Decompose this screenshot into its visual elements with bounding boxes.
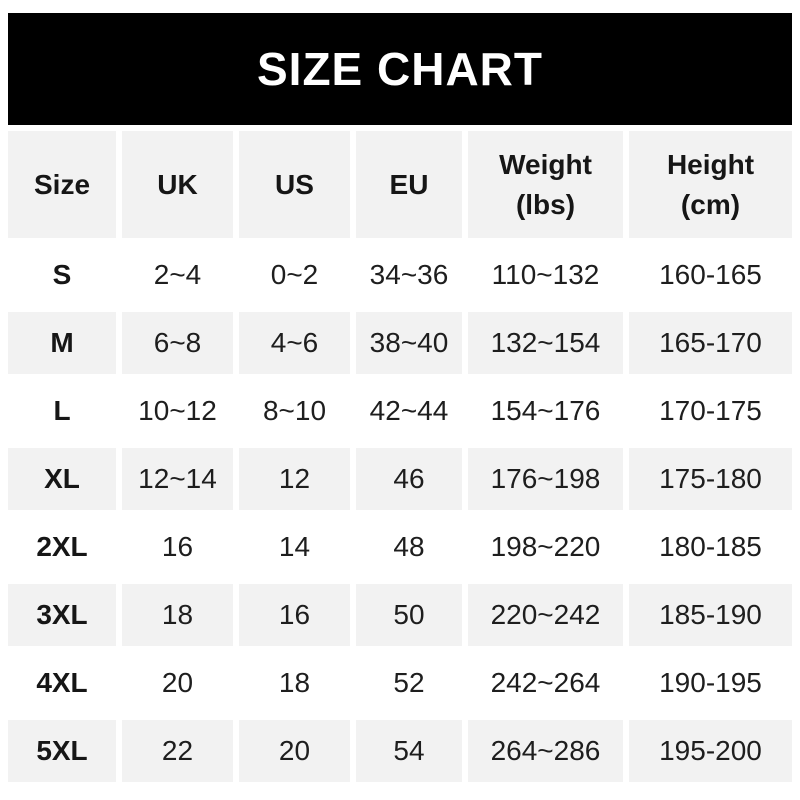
table-cell-size: 3XL bbox=[8, 584, 116, 646]
table-cell-eu: 38~40 bbox=[356, 312, 462, 374]
table-cell-height: 175-180 bbox=[629, 448, 792, 510]
header-cell-weight: Weight (lbs) bbox=[468, 131, 623, 238]
table-cell-weight: 220~242 bbox=[468, 584, 623, 646]
table-cell-height: 195-200 bbox=[629, 720, 792, 782]
table-cell-weight: 132~154 bbox=[468, 312, 623, 374]
table-cell-us: 20 bbox=[239, 720, 350, 782]
table-cell-weight: 242~264 bbox=[468, 652, 623, 714]
table-cell-uk: 6~8 bbox=[122, 312, 233, 374]
table-cell-us: 8~10 bbox=[239, 380, 350, 442]
table-cell-size: L bbox=[8, 380, 116, 442]
table-cell-eu: 34~36 bbox=[356, 244, 462, 306]
table-cell-height: 190-195 bbox=[629, 652, 792, 714]
table-cell-height: 180-185 bbox=[629, 516, 792, 578]
table-cell-weight: 264~286 bbox=[468, 720, 623, 782]
table-cell-weight: 154~176 bbox=[468, 380, 623, 442]
size-chart-table: Size UK US EU Weight (lbs) Height (cm) S… bbox=[8, 131, 792, 782]
table-cell-us: 0~2 bbox=[239, 244, 350, 306]
table-cell-eu: 48 bbox=[356, 516, 462, 578]
table-cell-us: 16 bbox=[239, 584, 350, 646]
header-cell-size: Size bbox=[8, 131, 116, 238]
table-cell-eu: 52 bbox=[356, 652, 462, 714]
table-cell-weight: 110~132 bbox=[468, 244, 623, 306]
header-cell-us: US bbox=[239, 131, 350, 238]
table-cell-uk: 18 bbox=[122, 584, 233, 646]
table-cell-size: XL bbox=[8, 448, 116, 510]
table-cell-uk: 20 bbox=[122, 652, 233, 714]
table-cell-uk: 22 bbox=[122, 720, 233, 782]
table-cell-weight: 198~220 bbox=[468, 516, 623, 578]
table-cell-weight: 176~198 bbox=[468, 448, 623, 510]
table-cell-eu: 46 bbox=[356, 448, 462, 510]
table-cell-us: 14 bbox=[239, 516, 350, 578]
table-cell-uk: 16 bbox=[122, 516, 233, 578]
header-cell-height: Height (cm) bbox=[629, 131, 792, 238]
table-cell-size: 2XL bbox=[8, 516, 116, 578]
table-cell-size: 5XL bbox=[8, 720, 116, 782]
table-cell-size: 4XL bbox=[8, 652, 116, 714]
table-cell-height: 165-170 bbox=[629, 312, 792, 374]
header-cell-uk: UK bbox=[122, 131, 233, 238]
table-cell-height: 160-165 bbox=[629, 244, 792, 306]
table-cell-us: 4~6 bbox=[239, 312, 350, 374]
table-cell-eu: 54 bbox=[356, 720, 462, 782]
table-cell-size: S bbox=[8, 244, 116, 306]
table-cell-size: M bbox=[8, 312, 116, 374]
table-cell-height: 185-190 bbox=[629, 584, 792, 646]
table-cell-eu: 42~44 bbox=[356, 380, 462, 442]
table-cell-eu: 50 bbox=[356, 584, 462, 646]
table-cell-uk: 12~14 bbox=[122, 448, 233, 510]
title-banner: SIZE CHART bbox=[8, 13, 792, 125]
header-cell-eu: EU bbox=[356, 131, 462, 238]
page-title: SIZE CHART bbox=[257, 43, 543, 95]
table-cell-height: 170-175 bbox=[629, 380, 792, 442]
table-cell-us: 12 bbox=[239, 448, 350, 510]
table-cell-uk: 2~4 bbox=[122, 244, 233, 306]
table-cell-us: 18 bbox=[239, 652, 350, 714]
table-cell-uk: 10~12 bbox=[122, 380, 233, 442]
